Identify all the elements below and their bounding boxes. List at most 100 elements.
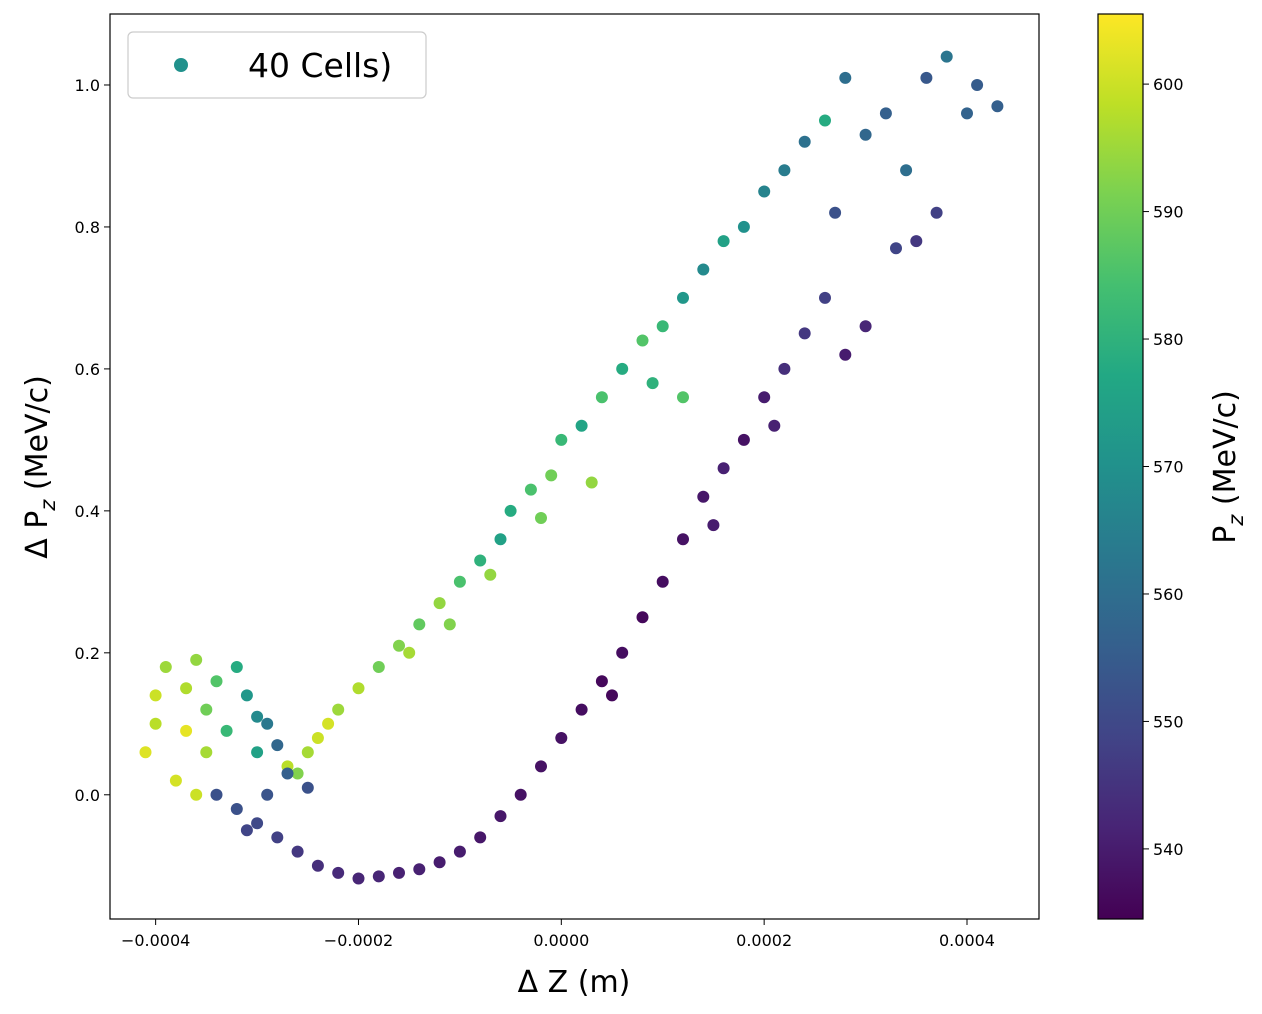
x-tick-label: 0.0002 [736, 931, 792, 950]
x-tick-label: 0.0004 [939, 931, 995, 950]
data-point [707, 519, 720, 532]
colorbar-tick-label: 540 [1153, 840, 1184, 859]
data-point [230, 803, 243, 815]
data-point [261, 717, 274, 730]
data-point [443, 618, 456, 631]
data-point [677, 291, 689, 304]
colorbar-label: Pz (MeV/c) [1208, 390, 1248, 544]
data-point [758, 185, 771, 198]
data-point [910, 235, 923, 248]
data-point [291, 767, 304, 780]
legend-marker [174, 58, 188, 72]
colorbar-ticks: 540 550 560 570 580 590 600 [1143, 75, 1184, 859]
data-point [991, 100, 1004, 113]
data-point [169, 774, 182, 787]
data-point [606, 689, 618, 702]
data-point [930, 206, 943, 219]
colorbar-tick-label: 580 [1153, 330, 1184, 349]
data-point [352, 872, 365, 885]
colorbar-label-sub: z [1224, 514, 1248, 527]
data-point [768, 419, 781, 432]
data-point [484, 568, 497, 581]
data-point [545, 469, 558, 482]
data-point [778, 362, 791, 375]
data-point [920, 71, 933, 84]
data-point [149, 689, 162, 702]
data-point [301, 781, 314, 794]
data-point [139, 746, 152, 759]
data-point [798, 135, 811, 148]
data-point [839, 71, 852, 84]
y-tick-label: 1.0 [75, 76, 100, 95]
y-tick-label: 0.8 [75, 218, 100, 237]
plot-border [109, 13, 1040, 920]
data-point [453, 845, 466, 858]
data-point [859, 128, 872, 141]
data-point [220, 724, 233, 737]
data-point [697, 490, 710, 503]
data-point [200, 703, 213, 716]
data-point [656, 320, 669, 333]
y-tick-label: 0.6 [75, 360, 100, 379]
data-point [474, 554, 487, 567]
data-point [535, 760, 547, 773]
y-axis-label: Δ Pz (MeV/c) [20, 375, 60, 559]
data-point [261, 788, 274, 801]
colorbar-label-prefix: P [1208, 526, 1243, 544]
y-tick-label: 0.2 [75, 644, 100, 663]
data-point [798, 327, 811, 340]
y-axis-label-prefix: Δ P [20, 511, 55, 559]
data-point [301, 746, 314, 759]
x-tick-label: 0.0000 [533, 931, 589, 950]
data-points [139, 50, 1004, 885]
y-tick-label: 0.0 [75, 786, 100, 805]
data-point [737, 433, 750, 446]
data-point [210, 675, 223, 688]
data-point [819, 114, 831, 127]
data-point [494, 533, 507, 546]
data-point [555, 732, 568, 744]
data-point [575, 703, 588, 716]
colorbar-tick-label: 560 [1153, 585, 1184, 604]
data-point [403, 646, 416, 659]
data-point [859, 320, 872, 333]
data-point [524, 483, 537, 496]
data-point [190, 653, 203, 666]
data-point [646, 377, 659, 390]
data-point [311, 859, 324, 872]
data-point [555, 433, 568, 446]
data-point [961, 107, 973, 120]
data-point [971, 79, 984, 91]
data-point [494, 810, 507, 823]
data-point [575, 419, 588, 432]
data-point [453, 575, 466, 588]
data-point [778, 164, 791, 177]
colorbar-tick-label: 550 [1153, 712, 1184, 731]
data-point [393, 639, 405, 652]
data-point [616, 362, 629, 375]
data-point [535, 512, 547, 524]
data-point [829, 206, 842, 219]
data-point [311, 732, 324, 744]
data-point [595, 391, 608, 404]
data-point [291, 845, 304, 858]
legend-box [127, 31, 427, 99]
data-point [697, 263, 710, 276]
data-point [737, 220, 750, 233]
y-axis-label-sub: z [36, 499, 60, 512]
data-point [758, 391, 771, 404]
data-point [332, 703, 345, 716]
y-axis-label-suffix: (MeV/c) [20, 375, 55, 499]
legend: 40 Cells) [127, 31, 427, 99]
data-point [372, 870, 385, 883]
data-point [940, 50, 953, 63]
x-tick-label: −0.0002 [324, 931, 393, 950]
data-point [393, 866, 405, 879]
data-point [251, 746, 264, 759]
data-point [190, 788, 203, 801]
y-tick-label: 0.4 [75, 502, 100, 521]
data-point [251, 710, 264, 723]
data-point [251, 817, 264, 830]
colorbar-tick-label: 590 [1153, 203, 1184, 222]
